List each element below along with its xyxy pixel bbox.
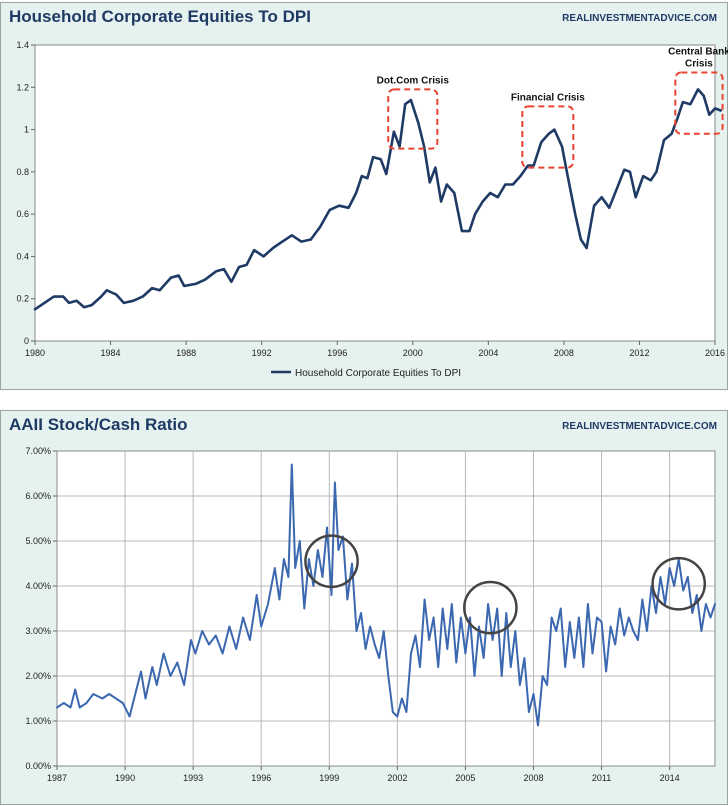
x-tick-label: 2014 [660,773,680,783]
x-tick-label: 1987 [47,773,67,783]
y-tick-label: 0 [24,336,29,346]
x-tick-label: 2004 [478,348,498,358]
y-tick-label: 0.00% [25,761,51,771]
y-tick-label: 4.00% [25,581,51,591]
x-tick-label: 2016 [705,348,725,358]
y-tick-label: 0.8 [16,167,29,177]
x-tick-label: 1990 [115,773,135,783]
x-tick-label: 2005 [455,773,475,783]
plot-area [34,44,716,342]
y-tick-label: 1.2 [16,82,29,92]
x-tick-label: 1992 [252,348,272,358]
x-tick-label: 1993 [183,773,203,783]
y-tick-label: 0.2 [16,294,29,304]
annotation-label: Dot.Com Crisis [377,75,450,86]
x-tick-label: 1996 [327,348,347,358]
y-tick-label: 1.4 [16,40,29,50]
series-line [56,463,716,727]
x-tick-label: 2000 [403,348,423,358]
household-equities-chart: 1980 1984 1988 1992 1996 2000 2004 2008 2012 2016… [16,40,728,379]
y-tick-label: 7.00% [25,446,51,456]
series-line [33,88,722,311]
highlight-circle [651,556,707,611]
annotation-box [387,88,439,150]
x-tick-label: 2008 [523,773,543,783]
annotation-box [674,71,724,135]
x-tick-label: 1980 [25,348,45,358]
chart-source: REALINVESTMENTADVICE.COM [562,421,717,432]
legend-label: Household Corporate Equities To DPI [295,368,461,379]
chart-source: REALINVESTMENTADVICE.COM [562,13,717,24]
y-tick-label: 5.00% [25,536,51,546]
annotation-label: Crisis [685,58,713,69]
y-tick-label: 6.00% [25,491,51,501]
y-tick-label: 0.6 [16,209,29,219]
plot-area [56,450,716,767]
y-tick-label: 1.00% [25,716,51,726]
x-tick-label: 1988 [176,348,196,358]
annotation-label: Financial Crisis [511,92,585,103]
highlight-circle [463,580,518,635]
annotation-box [521,105,575,169]
y-tick-label: 2.00% [25,671,51,681]
aaii-ratio-chart-panel: AAII Stock/Cash Ratio REALINVESTMENTADVI… [0,410,728,805]
x-tick-label: 2002 [387,773,407,783]
y-tick-label: 0.4 [16,251,29,261]
y-tick-label: 1 [24,125,29,135]
x-tick-label: 1999 [319,773,339,783]
chart-title: AAII Stock/Cash Ratio [9,415,188,434]
annotation-label: Central Bank [668,46,728,57]
x-tick-label: 2008 [554,348,574,358]
x-tick-label: 2012 [629,348,649,358]
y-tick-label: 3.00% [25,626,51,636]
aaii-ratio-chart: 1987 1990 1993 1996 1999 2002 2005 2008 2011 2014… [25,446,716,783]
x-tick-label: 1996 [251,773,271,783]
chart-title: Household Corporate Equities To DPI [9,7,311,26]
household-equities-chart-panel: Household Corporate Equities To DPI REAL… [0,2,728,390]
x-tick-label: 2011 [592,773,611,783]
x-tick-label: 1984 [101,348,121,358]
highlight-circle [304,534,359,589]
